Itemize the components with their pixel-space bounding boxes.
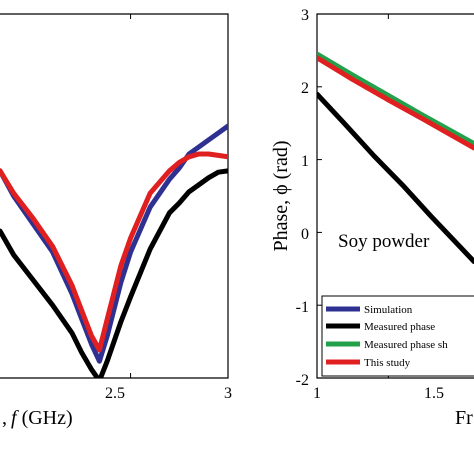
legend-label-1: Measured phase <box>364 321 435 333</box>
left-series-line-1 <box>0 168 228 378</box>
right-ytick-label-0: 0 <box>301 226 309 243</box>
right-ytick-label-3: 3 <box>301 7 309 24</box>
left-series-group <box>0 123 228 378</box>
left-series-line-2 <box>0 151 228 353</box>
right-ticks <box>316 13 389 379</box>
right-x-axis-label: Fr <box>455 407 473 429</box>
right-xtick-label-1: 1.5 <box>424 385 444 402</box>
legend-label-3: This study <box>364 357 411 369</box>
left-x-axis-label: ,f (GHz) <box>2 407 73 429</box>
right-series-group <box>317 51 474 264</box>
right-series-line-3 <box>317 55 474 151</box>
left-chart: 2.5 3 ,f (GHz) <box>0 13 232 429</box>
right-ytick-label-2: 2 <box>301 80 309 97</box>
right-ytick-label-m1: -1 <box>296 299 309 316</box>
left-xtick-label-0: 2.5 <box>105 385 125 402</box>
right-chart: 3 2 1 0 -1 -2 1 1.5 Fr Phase, ϕ (rad) So… <box>270 7 474 429</box>
right-series-line-1 <box>317 91 474 264</box>
right-series-line-2 <box>317 51 474 147</box>
right-legend: Simulation Measured phase Measured phase… <box>321 295 474 377</box>
right-y-axis-label: Phase, ϕ (rad) <box>270 140 292 251</box>
legend-label-0: Simulation <box>364 304 413 316</box>
right-plot-frame <box>316 13 474 379</box>
legend-label-2: Measured phase sh <box>364 339 448 351</box>
left-series-line-0 <box>0 123 228 364</box>
right-ytick-label-m2: -2 <box>296 372 309 389</box>
left-xtick-label-1: 3 <box>224 385 232 402</box>
right-xtick-label-0: 1 <box>313 385 321 402</box>
left-ticks <box>130 14 229 378</box>
right-annotation: Soy powder <box>338 231 430 252</box>
right-ytick-label-1: 1 <box>301 153 309 170</box>
left-plot-frame <box>0 13 229 379</box>
